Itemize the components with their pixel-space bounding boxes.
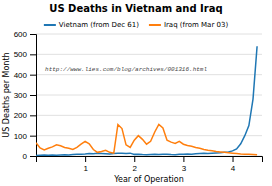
- y-tick-mark: [30, 34, 36, 35]
- chart: 1 2 3 4 0 100 200 300 400 500 600 http://www.lies.c…: [0, 0, 272, 186]
- title: US Deaths in Vietnam and Iraq: [49, 3, 222, 14]
- legend-item: Vietnam (from Dec 61): [44, 21, 139, 29]
- y-tick: 500: [14, 50, 36, 59]
- y-tick-mark: [30, 156, 36, 157]
- y-tick: 400: [14, 71, 36, 80]
- x-tick: 3: [182, 156, 187, 173]
- legend-item: Iraq (from Mar 03): [149, 21, 228, 29]
- series-line: [36, 46, 257, 155]
- grid-line: [36, 54, 262, 55]
- grid-line: [36, 115, 262, 116]
- y-tick-mark: [30, 115, 36, 116]
- legend-label: Iraq (from Mar 03): [164, 21, 228, 29]
- y-tick-label: 500: [14, 50, 28, 59]
- x-tick-label: 4: [231, 164, 236, 173]
- grid-line: [36, 95, 262, 96]
- x-tick-label: 3: [182, 164, 187, 173]
- y-axis-title: US Deaths per Month: [2, 52, 11, 137]
- y-tick-label: 400: [14, 71, 28, 80]
- legend-swatch: [44, 24, 56, 26]
- x-axis: 1 2 3 4: [37, 156, 263, 173]
- y-tick-label: 200: [14, 111, 28, 120]
- x-tick: 4: [231, 156, 236, 173]
- lines: [36, 46, 257, 155]
- legend-swatch: [149, 24, 161, 26]
- y-tick: 200: [14, 111, 36, 120]
- y-tick-label: 100: [14, 132, 28, 141]
- legend-label: Vietnam (from Dec 61): [59, 21, 139, 29]
- y-tick-mark: [30, 95, 36, 96]
- x-axis-line: [37, 157, 263, 163]
- x-tick: 2: [133, 156, 138, 173]
- x-tick-label: 2: [133, 164, 138, 173]
- y-tick: 0: [23, 152, 36, 161]
- grid-line: [36, 74, 262, 75]
- y-tick-label: 0: [23, 152, 28, 161]
- x-tick-mark: [85, 156, 86, 162]
- grid-line: [36, 34, 262, 35]
- y-axis: 0 100 200 300 400 500 600: [14, 30, 37, 161]
- x-tick-mark: [233, 156, 234, 162]
- y-axis-line: [30, 35, 37, 157]
- y-tick-mark: [30, 136, 36, 137]
- x-tick-mark: [134, 156, 135, 162]
- x-tick-label: 1: [83, 164, 88, 173]
- x-tick: 1: [83, 156, 88, 173]
- x-axis-title: Year of Operation: [113, 175, 184, 184]
- y-tick-label: 300: [14, 91, 28, 100]
- annotation: http://www.lies.com/blog/archives/001316…: [45, 66, 207, 73]
- plot-area: 1 2 3 4 0 100 200 300 400 500 600 http://www.lies.c…: [14, 30, 263, 173]
- y-tick-mark: [30, 75, 36, 76]
- grid-line: [36, 135, 262, 136]
- y-tick: 300: [14, 91, 36, 100]
- x-tick-mark: [183, 156, 184, 162]
- series-line: [36, 124, 257, 154]
- y-tick: 100: [14, 132, 36, 141]
- y-tick-mark: [30, 54, 36, 55]
- y-tick-label: 600: [14, 30, 28, 39]
- grid: [36, 34, 262, 156]
- legend: Vietnam (from Dec 61) Iraq (from Mar 03): [44, 21, 229, 29]
- y-tick: 600: [14, 30, 36, 39]
